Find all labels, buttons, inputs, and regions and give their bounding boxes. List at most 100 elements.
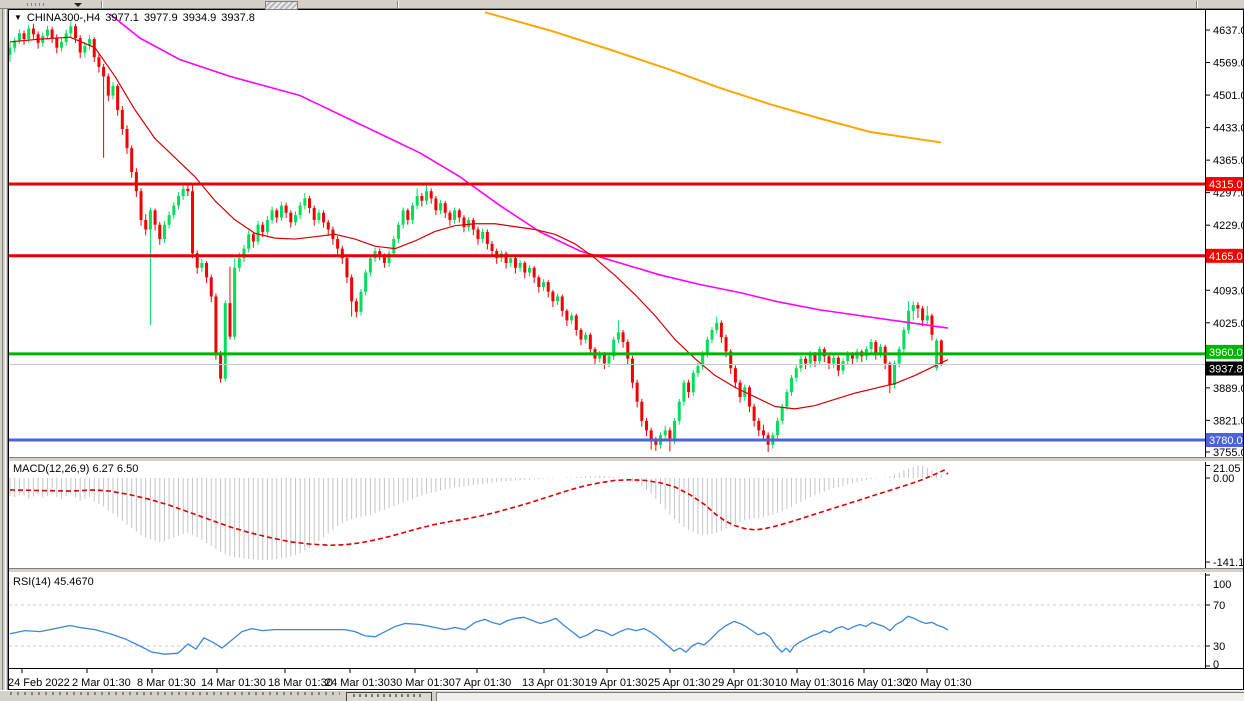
candle-body (340, 248, 344, 259)
candle-body (556, 296, 560, 302)
candle-body (144, 219, 148, 230)
time-axis[interactable]: 24 Feb 2022 2 Mar 01:30 8 Mar 01:30 14 Mar … (8, 668, 1244, 689)
candle-body (83, 45, 87, 53)
candle-body (9, 47, 12, 55)
price-tick-label: 3755.0 (1213, 447, 1244, 459)
candle-body (354, 301, 358, 312)
candle-body (345, 258, 349, 278)
candle-body (97, 57, 101, 67)
candle-body (298, 205, 302, 216)
candle-body (251, 234, 255, 242)
candle-body (644, 420, 648, 431)
toolbar-separator (1196, 1, 1198, 8)
candle-body (808, 353, 812, 364)
candle-body (921, 308, 925, 321)
time-label: 30 Mar 01:30 (390, 677, 455, 689)
candle-body (396, 224, 400, 240)
candle-body (729, 351, 733, 369)
candle-body (485, 231, 489, 244)
candle-body (176, 196, 180, 206)
candle-body (668, 430, 672, 440)
candle-body (612, 339, 616, 357)
candle-body (228, 303, 232, 337)
toolbar-pattern-button[interactable] (265, 1, 298, 10)
candle-body (476, 229, 480, 240)
price-tick-label: 4365.0 (1213, 155, 1244, 167)
candle-body (69, 26, 73, 34)
candle-body (406, 210, 410, 220)
candle-body (293, 215, 297, 223)
macd-label: MACD(12,26,9) 6.27 6.50 (13, 463, 139, 475)
candle-body (710, 329, 714, 340)
candle-body (719, 322, 723, 338)
candle-body (36, 34, 40, 43)
toolbar-clipped (0, 0, 1244, 10)
candle-body (682, 382, 686, 402)
candle-body (27, 28, 31, 40)
candle-body (219, 353, 223, 379)
time-label: 8 Mar 01:30 (137, 677, 196, 689)
candlestick-series (9, 21, 943, 452)
candle-body (209, 277, 213, 297)
candle-body (116, 85, 120, 110)
candle-body (579, 329, 583, 340)
price-tick-label: 4025.0 (1213, 318, 1244, 330)
price-badge-label: 3780.0 (1209, 435, 1243, 447)
price-badge-3937.8 (1206, 361, 1244, 376)
symbol-name: CHINA300-,H4 (26, 12, 101, 24)
chart-tab-clipped[interactable] (10, 692, 340, 695)
candle-body (761, 430, 765, 436)
symbol-ohlc-label: ▼ CHINA300-,H4 3977.1 3977.9 3934.9 3937.8 (14, 12, 255, 24)
candle-body (410, 205, 414, 220)
candle-body (574, 315, 578, 330)
chart-tabs-bar-clipped (0, 690, 1244, 701)
candle-body (878, 346, 882, 354)
price-tick-label: 4501.0 (1213, 90, 1244, 102)
candle-body (893, 363, 897, 385)
pane-separator[interactable] (9, 457, 1244, 462)
candle-body (471, 219, 475, 230)
candle-body (134, 172, 138, 192)
candle-body (88, 39, 92, 46)
candle-body (162, 224, 166, 240)
candle-body (172, 205, 176, 216)
candle-body (130, 148, 134, 173)
candle-body (776, 420, 780, 436)
price-axis[interactable]: 4637.04569.04501.04433.04365.04297.04229… (1205, 10, 1244, 671)
candle-body (570, 315, 574, 321)
toolbar-dropdown-icon[interactable] (74, 3, 82, 7)
candle-body (148, 210, 152, 230)
chart-tab-area-clipped[interactable] (436, 692, 1244, 701)
candle-body (626, 341, 630, 359)
candle-body (336, 239, 340, 249)
candle-body (120, 109, 124, 130)
candle-body (827, 356, 831, 364)
candle-body (186, 188, 190, 192)
candle-body (214, 296, 218, 354)
candle-body (584, 334, 588, 340)
candle-body (265, 219, 269, 232)
price-badge-4315.0 (1206, 177, 1244, 192)
price-tick-label: 4569.0 (1213, 58, 1244, 70)
chart-tab-selected-clipped[interactable] (346, 692, 432, 701)
candle-body (195, 253, 199, 268)
candle-body (462, 217, 466, 228)
time-label: 7 Apr 01:30 (455, 677, 511, 689)
candle-body (630, 358, 634, 383)
quote-low: 3934.9 (182, 12, 217, 24)
candle-body (888, 363, 892, 385)
candle-body (153, 210, 157, 225)
candle-body (284, 205, 288, 213)
candle-body (261, 224, 265, 232)
candle-body (850, 353, 854, 359)
candle-body (425, 191, 429, 201)
price-tick-label: 4433.0 (1213, 123, 1244, 135)
candle-body (724, 337, 728, 352)
toolbar-grip-icon[interactable] (27, 3, 45, 6)
pane-separator[interactable] (9, 568, 1244, 573)
candle-body (546, 282, 550, 292)
chart-menu-arrow-icon[interactable]: ▼ (14, 13, 22, 22)
price-badge-3960.0 (1206, 344, 1244, 359)
